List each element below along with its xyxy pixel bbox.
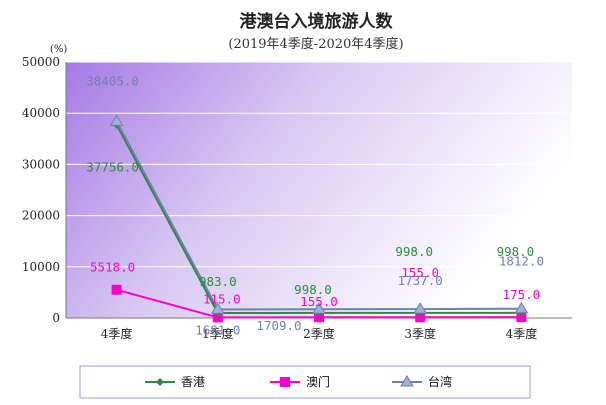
x-tick-label: 3季度 (404, 326, 436, 341)
data-labels: 37756.0 983.0 998.0 998.0 998.0 5518.0 115.0 15… (86, 73, 544, 337)
x-tick-label: 1季度 (202, 326, 234, 341)
data-label: 37756.0 (86, 160, 139, 175)
data-label: 1709.0 (256, 318, 301, 333)
x-tick-label: 4季度 (506, 326, 538, 341)
data-point (111, 284, 122, 295)
data-label: 1681.0 (195, 322, 240, 337)
y-axis-unit: (%) (50, 44, 67, 55)
y-tick-label: 20000 (22, 209, 60, 223)
y-axis: 0 10000 20000 30000 40000 50000 (22, 55, 67, 325)
data-point (314, 312, 324, 323)
data-label: 155.0 (300, 294, 338, 309)
x-axis: 4季度 1季度 2季度 3季度 4季度 (66, 317, 572, 341)
data-label: 155.0 (401, 265, 439, 280)
data-point (413, 302, 428, 314)
data-point (210, 302, 225, 314)
data-label: 5518.0 (90, 260, 135, 275)
legend-marker (400, 375, 414, 387)
legend-marker (156, 378, 164, 386)
legend-label: 香港 (181, 375, 205, 389)
x-tick-label: 2季度 (303, 326, 335, 341)
data-point (514, 301, 529, 314)
y-tick-label: 0 (52, 311, 60, 325)
data-point (212, 312, 223, 323)
data-label: 1737.0 (398, 273, 443, 288)
series-layer (109, 114, 529, 323)
chart-title: 港澳台入境旅游人数 (240, 11, 394, 32)
y-tick-label: 10000 (22, 260, 60, 274)
data-point (109, 114, 124, 126)
plot-area (66, 62, 572, 318)
data-point (516, 312, 527, 323)
data-label: 38405.0 (86, 73, 139, 88)
data-point (415, 312, 426, 323)
legend-marker (280, 377, 290, 387)
data-label: 998.0 (497, 244, 535, 259)
data-label: 175.0 (503, 287, 541, 302)
data-point (312, 302, 326, 314)
legend-label: 澳门 (306, 374, 330, 389)
legend-label: 台湾 (428, 374, 452, 389)
data-label: 115.0 (203, 291, 241, 306)
data-label: 1812.0 (499, 254, 544, 269)
y-tick-label: 50000 (22, 55, 60, 69)
data-label: 983.0 (199, 274, 237, 289)
data-label: 998.0 (395, 244, 433, 259)
data-label: 998.0 (294, 282, 332, 297)
y-tick-label: 30000 (22, 157, 60, 171)
chart-subtitle: (2019年4季度-2020年4季度) (228, 36, 403, 52)
y-tick-label: 40000 (22, 106, 60, 120)
legend: 香港 澳门 台湾 (145, 374, 452, 389)
x-tick-label: 4季度 (101, 326, 133, 341)
